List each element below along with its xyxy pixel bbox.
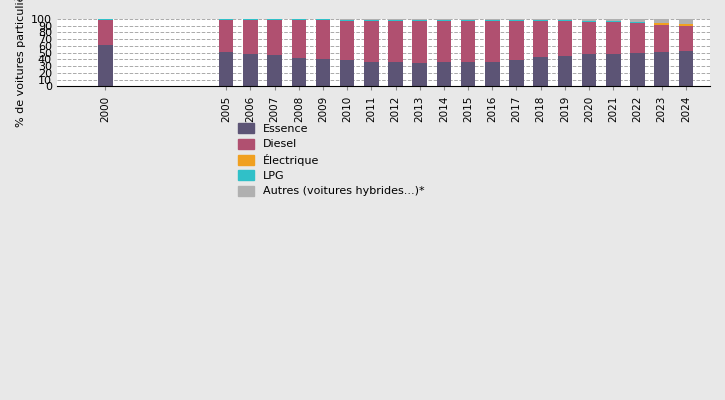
Bar [436, 19, 451, 20]
Bar [340, 20, 355, 21]
Bar [291, 19, 306, 20]
Bar [340, 21, 355, 60]
Bar [630, 53, 645, 86]
Bar [98, 20, 112, 45]
Bar [581, 21, 597, 22]
Bar [413, 19, 427, 20]
Bar [534, 21, 548, 58]
Bar [461, 19, 476, 20]
Legend: Essence, Diesel, Électrique, LPG, Autres (voitures hybrides...)*: Essence, Diesel, Électrique, LPG, Autres… [233, 119, 429, 201]
Bar [268, 56, 282, 86]
Bar [436, 62, 451, 86]
Bar [219, 52, 233, 86]
Bar [655, 23, 669, 25]
Bar [413, 62, 427, 86]
Bar [389, 62, 403, 86]
Bar [413, 20, 427, 21]
Bar [606, 54, 621, 86]
Bar [558, 20, 572, 21]
Bar [243, 20, 257, 54]
Bar [291, 20, 306, 58]
Bar [364, 62, 378, 86]
Bar [364, 21, 378, 62]
Bar [655, 52, 669, 86]
Bar [485, 62, 500, 86]
Bar [389, 21, 403, 62]
Bar [485, 21, 500, 62]
Bar [509, 20, 523, 21]
Bar [630, 23, 645, 53]
Bar [655, 19, 669, 23]
Bar [534, 19, 548, 20]
Bar [534, 58, 548, 86]
Bar [606, 19, 621, 21]
Bar [655, 25, 669, 52]
Bar [581, 22, 597, 54]
Bar [679, 24, 693, 26]
Bar [509, 19, 523, 20]
Bar [606, 22, 621, 54]
Bar [581, 19, 597, 21]
Bar [219, 19, 233, 20]
Bar [461, 62, 476, 86]
Bar [534, 20, 548, 21]
Bar [679, 26, 693, 51]
Bar [389, 19, 403, 20]
Bar [558, 19, 572, 20]
Bar [315, 19, 331, 20]
Bar [364, 19, 378, 20]
Bar [461, 20, 476, 21]
Bar [509, 60, 523, 86]
Bar [436, 21, 451, 62]
Bar [268, 19, 282, 20]
Bar [606, 21, 621, 22]
Bar [340, 60, 355, 86]
Bar [243, 19, 257, 20]
Bar [389, 20, 403, 21]
Bar [436, 20, 451, 21]
Y-axis label: % de voitures particulières: % de voitures particulières [15, 0, 25, 128]
Bar [558, 56, 572, 86]
Bar [485, 20, 500, 21]
Bar [315, 20, 331, 59]
Bar [581, 54, 597, 86]
Bar [364, 20, 378, 21]
Bar [98, 45, 112, 86]
Bar [461, 21, 476, 62]
Bar [219, 20, 233, 52]
Bar [291, 58, 306, 86]
Bar [413, 21, 427, 62]
Bar [630, 19, 645, 22]
Bar [98, 19, 112, 20]
Bar [509, 21, 523, 60]
Bar [268, 20, 282, 56]
Bar [558, 21, 572, 56]
Bar [243, 54, 257, 86]
Bar [315, 59, 331, 86]
Bar [630, 22, 645, 23]
Bar [679, 19, 693, 24]
Bar [485, 19, 500, 20]
Bar [679, 51, 693, 86]
